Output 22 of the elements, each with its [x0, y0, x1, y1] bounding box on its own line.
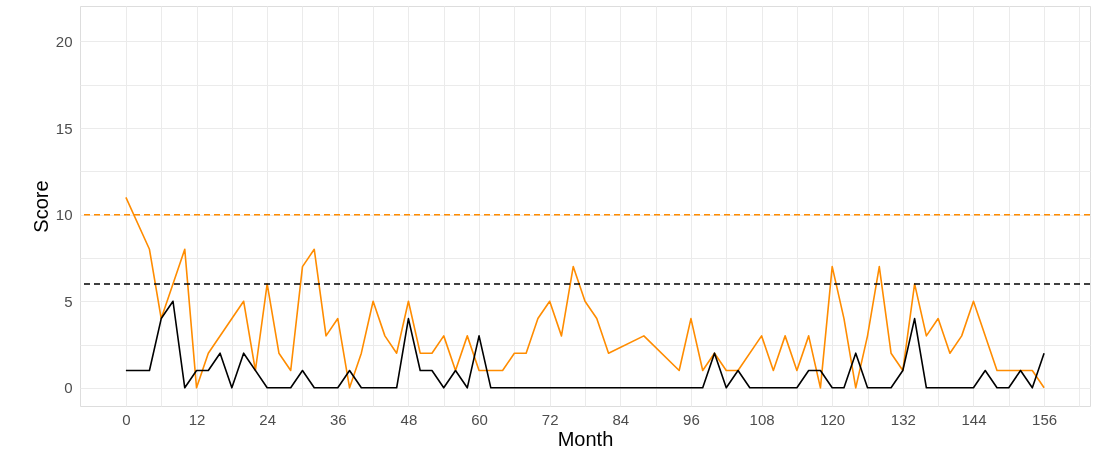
x-tick-label: 96: [683, 410, 700, 428]
y-tick-label: 5: [64, 292, 73, 310]
x-tick-label: 48: [400, 410, 418, 428]
y-tick-label: 10: [55, 206, 73, 224]
x-tick-label: 0: [122, 410, 131, 428]
y-tick-label: 20: [55, 33, 73, 50]
x-tick-label: 156: [1032, 410, 1058, 428]
y-tick-label: 0: [64, 379, 73, 397]
y-axis-title: Score: [29, 180, 52, 233]
x-tick-label: 12: [188, 410, 206, 428]
x-tick-label: 36: [329, 410, 347, 428]
y-tick-label: 15: [55, 119, 73, 137]
x-tick-label: 120: [820, 410, 846, 428]
x-tick-label: 132: [890, 410, 916, 428]
x-tick-label: 72: [541, 410, 559, 428]
line-series: [125, 300, 1045, 389]
x-tick-label: 84: [612, 410, 630, 428]
x-tick-label: 60: [471, 410, 488, 428]
x-tick-label: 24: [259, 410, 277, 428]
x-tick-label: 144: [961, 410, 987, 428]
x-axis-title: Month: [557, 427, 614, 450]
x-tick-label: 108: [749, 410, 775, 428]
